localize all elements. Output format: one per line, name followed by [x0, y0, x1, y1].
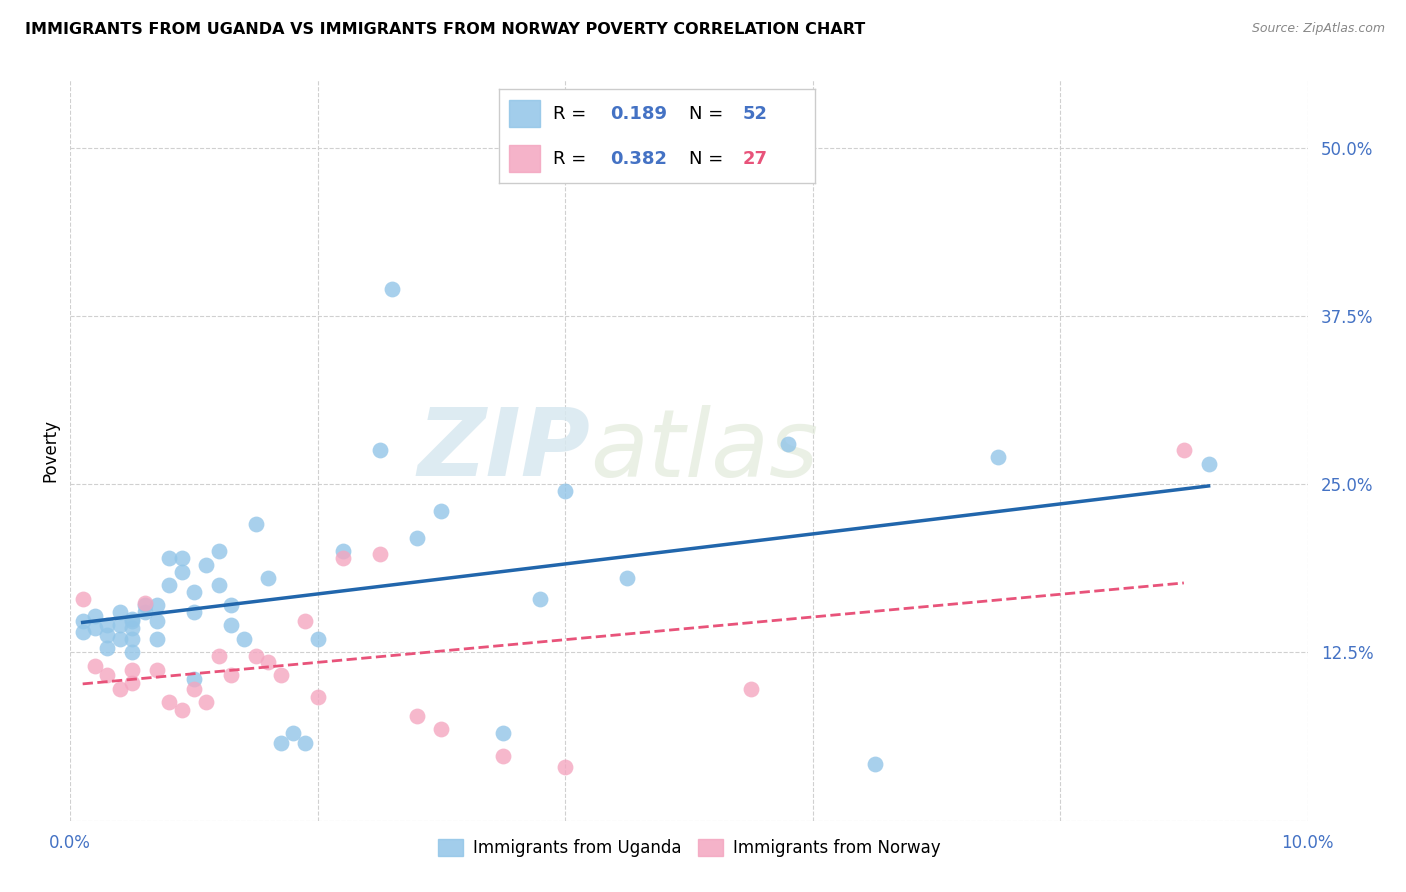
Point — [208, 649, 231, 664]
Point — [554, 483, 576, 498]
Point — [121, 676, 143, 690]
Text: N =: N = — [689, 104, 728, 122]
Point — [146, 632, 169, 646]
Point — [430, 722, 453, 736]
Text: 0.382: 0.382 — [610, 150, 666, 168]
Point — [195, 558, 218, 572]
Bar — [509, 101, 540, 127]
Point — [108, 605, 131, 619]
Text: 27: 27 — [742, 150, 768, 168]
Point — [529, 591, 551, 606]
Point — [121, 645, 143, 659]
Point — [492, 749, 515, 764]
Y-axis label: Poverty: Poverty — [41, 419, 59, 482]
Point — [108, 681, 131, 696]
Point — [219, 668, 242, 682]
Point — [281, 726, 304, 740]
Legend: Immigrants from Uganda, Immigrants from Norway: Immigrants from Uganda, Immigrants from … — [430, 832, 948, 864]
Point — [134, 599, 156, 613]
Point — [405, 708, 427, 723]
Point — [108, 618, 131, 632]
Point — [121, 615, 143, 629]
Point — [208, 578, 231, 592]
Point — [121, 612, 143, 626]
Point — [72, 615, 94, 629]
Point — [96, 641, 118, 656]
Point — [157, 551, 180, 566]
Point — [405, 531, 427, 545]
Point — [96, 628, 118, 642]
Point — [146, 599, 169, 613]
Point — [121, 663, 143, 677]
Point — [183, 584, 205, 599]
Point — [170, 703, 193, 717]
Point — [170, 565, 193, 579]
Point — [183, 673, 205, 687]
Point — [368, 443, 391, 458]
Point — [863, 757, 886, 772]
Point — [183, 681, 205, 696]
Point — [1173, 443, 1195, 458]
Text: R =: R = — [553, 104, 592, 122]
Point — [146, 615, 169, 629]
Point — [776, 436, 799, 450]
Point — [616, 571, 638, 585]
Point — [84, 621, 107, 635]
Point — [208, 544, 231, 558]
Point — [492, 726, 515, 740]
Point — [84, 658, 107, 673]
Point — [307, 690, 329, 704]
Point — [257, 571, 280, 585]
Point — [257, 655, 280, 669]
Point — [270, 735, 292, 749]
Text: 0.189: 0.189 — [610, 104, 666, 122]
Point — [381, 282, 404, 296]
Point — [1198, 457, 1220, 471]
Point — [332, 551, 354, 566]
Point — [219, 618, 242, 632]
Point — [294, 615, 316, 629]
Point — [307, 632, 329, 646]
Point — [294, 735, 316, 749]
Text: Source: ZipAtlas.com: Source: ZipAtlas.com — [1251, 22, 1385, 36]
Point — [554, 760, 576, 774]
Point — [368, 547, 391, 561]
Point — [987, 450, 1010, 465]
Point — [430, 504, 453, 518]
Point — [108, 632, 131, 646]
Text: atlas: atlas — [591, 405, 818, 496]
Point — [157, 578, 180, 592]
Point — [121, 632, 143, 646]
Point — [740, 681, 762, 696]
Point — [332, 544, 354, 558]
Point — [72, 591, 94, 606]
Point — [121, 621, 143, 635]
Point — [183, 605, 205, 619]
Point — [134, 596, 156, 610]
Point — [96, 618, 118, 632]
Point — [232, 632, 254, 646]
Point — [72, 625, 94, 640]
Point — [157, 695, 180, 709]
Point — [96, 668, 118, 682]
Point — [219, 599, 242, 613]
Text: R =: R = — [553, 150, 592, 168]
Point — [170, 551, 193, 566]
Text: N =: N = — [689, 150, 728, 168]
Text: IMMIGRANTS FROM UGANDA VS IMMIGRANTS FROM NORWAY POVERTY CORRELATION CHART: IMMIGRANTS FROM UGANDA VS IMMIGRANTS FRO… — [25, 22, 866, 37]
Bar — [509, 145, 540, 171]
Text: 52: 52 — [742, 104, 768, 122]
Point — [134, 605, 156, 619]
Point — [245, 649, 267, 664]
Point — [195, 695, 218, 709]
Point — [84, 609, 107, 624]
Text: ZIP: ZIP — [418, 404, 591, 497]
Point — [245, 517, 267, 532]
Point — [270, 668, 292, 682]
Point — [146, 663, 169, 677]
